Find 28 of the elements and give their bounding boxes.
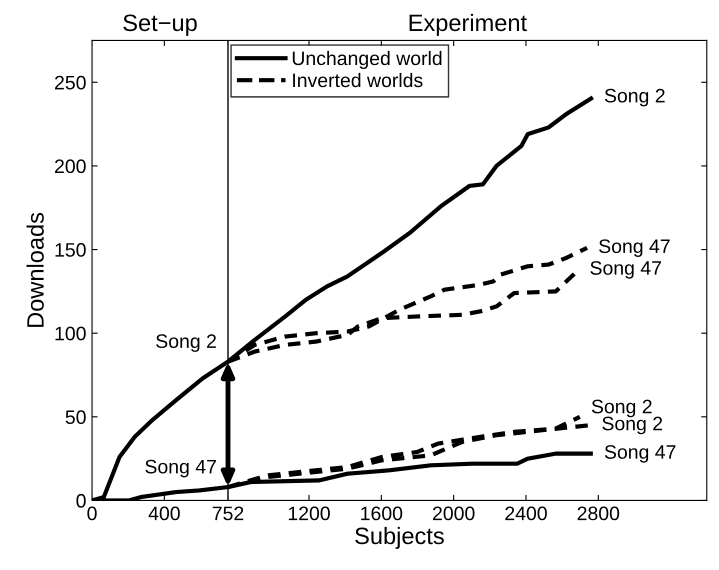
y-tick-label: 0 bbox=[76, 494, 86, 508]
text: Set−up bbox=[123, 14, 197, 36]
x-tick-label: 1600 bbox=[361, 506, 402, 520]
y-tick-label: 150 bbox=[56, 243, 86, 257]
y-tick-label: 100 bbox=[56, 326, 86, 340]
x-tick-label: 0 bbox=[87, 506, 97, 520]
text: Experiment bbox=[410, 14, 527, 36]
x-tick-label: 752 bbox=[212, 506, 244, 520]
x-axis-title: Subjects bbox=[355, 526, 444, 549]
y-tick-label: 50 bbox=[66, 410, 86, 424]
x-tick-label: 400 bbox=[148, 506, 180, 520]
annotation: Song 47 bbox=[604, 445, 676, 463]
legend-label: Unchanged world bbox=[292, 50, 442, 70]
y-tick-label: 250 bbox=[55, 76, 86, 90]
x-tick-label: 1200 bbox=[288, 506, 330, 520]
legend-label: Inverted worlds bbox=[293, 72, 422, 88]
annotation: Song 47 bbox=[145, 460, 216, 478]
y-tick-label: 200 bbox=[55, 159, 86, 174]
annotation: Song 47 bbox=[590, 261, 661, 279]
annotation: Song 2 bbox=[604, 88, 665, 106]
x-tick-label: 2000 bbox=[433, 506, 475, 520]
annotation: Song 2 bbox=[602, 416, 662, 434]
annotation: Song 2 bbox=[156, 334, 216, 352]
x-tick-label: 2800 bbox=[578, 506, 620, 520]
y-axis-title: Downloads bbox=[26, 212, 44, 327]
annotation: Song 2 bbox=[592, 400, 652, 418]
annotation: Song 47 bbox=[599, 239, 670, 257]
x-tick-label: 2400 bbox=[505, 506, 547, 520]
